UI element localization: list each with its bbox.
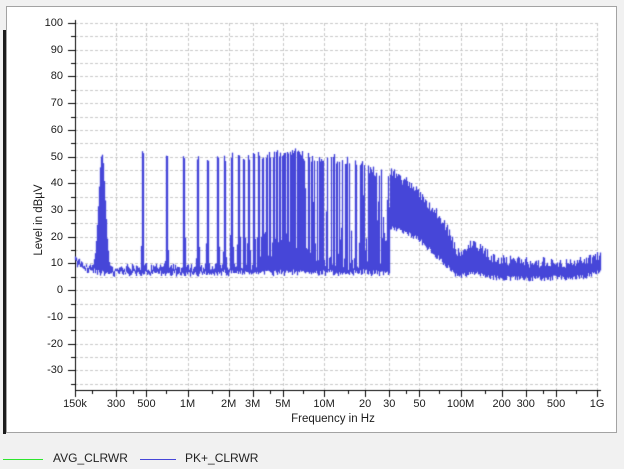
x-tick-label: 20	[359, 398, 372, 410]
y-tick-label: 50	[50, 150, 63, 163]
x-tick-label: 300	[516, 398, 535, 410]
y-tick-label: -20	[47, 337, 63, 350]
legend-label-pk: PK+_CLRWR	[185, 451, 259, 465]
y-tick-label: -30	[47, 364, 63, 377]
x-tick-label: 300	[106, 398, 126, 410]
legend-item-pk: PK+_CLRWR	[138, 448, 278, 468]
legend-line-avg-icon	[3, 459, 43, 460]
y-tick-label: 60	[50, 123, 63, 136]
x-axis-title: Frequency in Hz	[291, 413, 375, 425]
y-tick-label: -10	[47, 310, 63, 323]
legend-line-pk-icon	[140, 459, 176, 460]
x-tick-label: 10M	[313, 398, 335, 410]
y-tick-label: 30	[50, 204, 63, 217]
x-tick-label: 3M	[245, 398, 261, 410]
legend: AVG_CLRWR PK+_CLRWR	[0, 448, 624, 469]
y-tick-label: 100	[44, 17, 63, 29]
x-tick-label: 50	[413, 398, 426, 410]
x-tick-label: 5M	[275, 398, 291, 410]
y-tick-label: 90	[50, 43, 63, 56]
y-tick-label: 70	[50, 97, 63, 110]
x-tick-label: 150k	[63, 398, 87, 410]
legend-item-avg: AVG_CLRWR	[0, 448, 130, 468]
x-tick-label: 30	[383, 398, 396, 410]
x-tick-label: 200	[492, 398, 511, 410]
y-tick-label: 80	[50, 70, 63, 83]
x-tick-label: 1G	[589, 398, 605, 410]
y-tick-label: 40	[50, 177, 63, 190]
y-tick-label: 20	[50, 230, 63, 243]
y-axis-title: Level in dBµV	[33, 184, 45, 256]
x-tick-label: 500	[546, 398, 566, 410]
y-tick-label: 10	[50, 257, 63, 270]
x-tick-label: 1M	[179, 398, 196, 410]
y-tick-label: 0	[56, 284, 63, 297]
legend-label-avg: AVG_CLRWR	[53, 451, 128, 465]
spectrum-plot-canvas	[0, 0, 624, 445]
x-tick-label: 2M	[220, 398, 237, 410]
x-tick-label: 100M	[446, 398, 475, 410]
x-tick-label: 500	[137, 398, 156, 410]
